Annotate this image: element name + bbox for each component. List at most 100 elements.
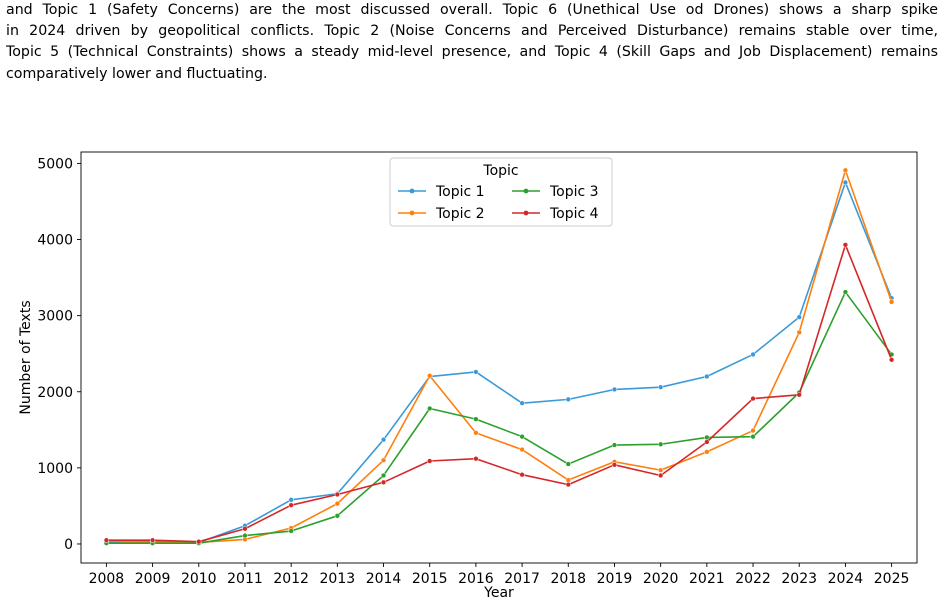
- data-point: [473, 416, 479, 422]
- data-point: [196, 539, 202, 545]
- data-point: [565, 396, 571, 403]
- legend-label: Topic 1: [435, 184, 485, 200]
- caption-line: in 2024 driven by geopolitical conflicts…: [6, 23, 938, 40]
- data-point: [658, 384, 664, 390]
- data-point: [842, 242, 849, 248]
- data-point: [611, 386, 618, 393]
- y-tick-label: 3000: [37, 309, 73, 325]
- legend-title: Topic: [482, 163, 518, 179]
- data-point: [473, 456, 479, 462]
- data-point: [473, 369, 479, 375]
- data-point: [473, 430, 479, 436]
- caption-line: comparatively lower and fluctuating.: [6, 65, 268, 82]
- x-axis: 2008 2009 2010 2011 2012 2013 2014 2015 2016 2017…: [89, 563, 909, 587]
- y-tick-label: 5000: [37, 156, 73, 172]
- caption-line: Topic 5 (Technical Constraints) shows a …: [6, 44, 938, 61]
- data-point: [103, 537, 110, 543]
- data-point: [519, 446, 525, 453]
- data-point: [658, 467, 664, 473]
- legend-label: Topic 2: [435, 206, 485, 222]
- series-line: [106, 181, 893, 544]
- data-point: [380, 472, 387, 479]
- legend-marker: [409, 188, 415, 194]
- legend-marker: [523, 188, 529, 194]
- x-tick-label: 2014: [366, 571, 402, 587]
- data-point: [427, 458, 433, 464]
- data-point: [611, 462, 618, 468]
- data-point: [380, 437, 387, 443]
- series-topic-4: [103, 242, 895, 545]
- y-tick-label: 2000: [37, 385, 73, 401]
- legend-marker: [409, 210, 415, 216]
- legend-item: Topic 4: [512, 206, 599, 222]
- data-point: [519, 400, 525, 406]
- series-line: [106, 244, 893, 543]
- series-topic-3: [103, 289, 895, 546]
- x-tick-label: 2012: [273, 571, 309, 587]
- series-layer: [103, 167, 895, 546]
- data-point: [750, 351, 756, 358]
- data-point: [796, 392, 802, 398]
- data-point: [427, 373, 433, 379]
- y-axis: 0 1000 2000 3000 4000 5000: [37, 156, 81, 553]
- data-point: [519, 472, 525, 478]
- data-point: [242, 526, 248, 532]
- legend-item: Topic 1: [398, 184, 485, 200]
- data-point: [704, 373, 710, 380]
- legend-item: Topic 2: [398, 206, 485, 222]
- data-point: [888, 299, 895, 305]
- data-point: [750, 434, 756, 440]
- x-tick-label: 2015: [412, 571, 448, 587]
- x-tick-label: 2022: [735, 571, 771, 587]
- series-line: [106, 169, 893, 544]
- y-tick-label: 4000: [37, 233, 73, 249]
- legend-label: Topic 4: [549, 206, 599, 222]
- data-point: [380, 479, 387, 485]
- legend: Topic Topic 1 Topic 2 Topic 3 Topic 4: [389, 157, 613, 227]
- data-point: [334, 491, 340, 498]
- figure-caption: and Topic 1 (Safety Concerns) are the mo…: [6, 0, 938, 85]
- data-point: [149, 537, 156, 543]
- data-point: [704, 439, 710, 445]
- x-axis-label: Year: [483, 585, 514, 601]
- data-point: [565, 477, 571, 483]
- data-point: [704, 449, 710, 455]
- data-point: [565, 481, 571, 488]
- data-point: [658, 441, 664, 447]
- y-axis-label: Number of Texts: [18, 300, 34, 414]
- y-tick-label: 1000: [37, 461, 73, 477]
- data-point: [658, 472, 664, 479]
- data-point: [796, 329, 802, 336]
- data-point: [519, 434, 525, 440]
- x-tick-label: 2018: [550, 571, 586, 587]
- data-point: [842, 167, 849, 173]
- x-tick-label: 2019: [597, 571, 633, 587]
- x-tick-label: 2009: [135, 571, 171, 587]
- legend-marker: [523, 210, 529, 216]
- x-tick-label: 2013: [320, 571, 356, 587]
- data-point: [842, 289, 849, 295]
- data-point: [888, 357, 895, 363]
- legend-box: [389, 157, 613, 227]
- data-point: [750, 395, 756, 402]
- data-point: [288, 502, 294, 508]
- x-tick-label: 2008: [89, 571, 125, 587]
- y-tick-label: 0: [64, 537, 73, 553]
- x-tick-label: 2023: [781, 571, 817, 587]
- series-line: [106, 291, 893, 545]
- data-point: [704, 434, 710, 441]
- data-point: [334, 500, 340, 507]
- data-point: [288, 497, 294, 503]
- x-tick-label: 2011: [227, 571, 263, 587]
- data-point: [565, 461, 571, 467]
- data-point: [334, 513, 340, 519]
- data-point: [796, 314, 802, 320]
- legend-item: Topic 3: [512, 184, 599, 200]
- legend-label: Topic 3: [549, 184, 599, 200]
- data-point: [288, 528, 294, 534]
- x-tick-label: 2021: [689, 571, 725, 587]
- x-tick-label: 2010: [181, 571, 217, 587]
- plot-frame: [80, 151, 918, 564]
- data-point: [427, 405, 433, 412]
